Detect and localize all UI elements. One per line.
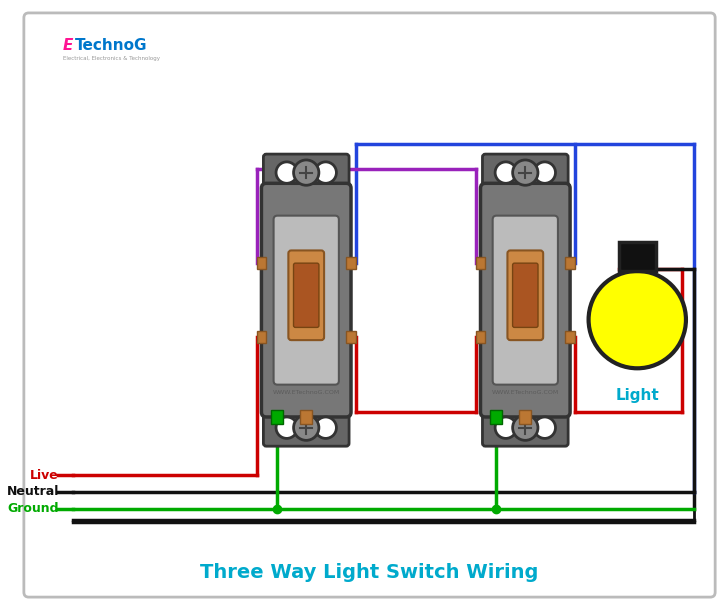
Circle shape: [513, 160, 538, 185]
FancyBboxPatch shape: [476, 331, 485, 343]
FancyBboxPatch shape: [24, 13, 715, 597]
Text: Three Way Light Switch Wiring: Three Way Light Switch Wiring: [200, 563, 539, 582]
FancyBboxPatch shape: [565, 257, 575, 269]
FancyBboxPatch shape: [263, 409, 349, 446]
FancyBboxPatch shape: [293, 263, 319, 327]
FancyBboxPatch shape: [271, 410, 283, 424]
FancyBboxPatch shape: [262, 183, 351, 417]
FancyBboxPatch shape: [565, 331, 575, 343]
FancyBboxPatch shape: [346, 257, 356, 269]
FancyBboxPatch shape: [492, 216, 558, 385]
Text: E: E: [63, 37, 74, 53]
FancyBboxPatch shape: [273, 216, 339, 385]
FancyBboxPatch shape: [257, 331, 266, 343]
FancyBboxPatch shape: [257, 257, 266, 269]
FancyBboxPatch shape: [508, 251, 543, 340]
Circle shape: [315, 417, 337, 439]
Text: Electrical, Electronics & Technology: Electrical, Electronics & Technology: [63, 56, 160, 61]
Circle shape: [293, 160, 319, 185]
FancyBboxPatch shape: [476, 257, 485, 269]
Text: Neutral: Neutral: [6, 486, 59, 499]
FancyBboxPatch shape: [346, 331, 356, 343]
FancyBboxPatch shape: [288, 251, 324, 340]
Text: Light: Light: [616, 388, 659, 403]
Circle shape: [276, 417, 298, 439]
Circle shape: [495, 417, 516, 439]
Circle shape: [588, 271, 686, 368]
Circle shape: [534, 162, 555, 183]
Circle shape: [513, 415, 538, 441]
FancyBboxPatch shape: [480, 183, 570, 417]
FancyBboxPatch shape: [482, 154, 568, 191]
FancyBboxPatch shape: [490, 410, 502, 424]
Text: Live: Live: [30, 469, 59, 482]
FancyBboxPatch shape: [263, 154, 349, 191]
Circle shape: [293, 415, 319, 441]
FancyBboxPatch shape: [619, 242, 656, 271]
Text: TechnoG: TechnoG: [74, 37, 147, 53]
Text: WWW.ETechnoG.COM: WWW.ETechnoG.COM: [273, 390, 340, 395]
FancyBboxPatch shape: [482, 409, 568, 446]
Circle shape: [534, 417, 555, 439]
Text: Ground: Ground: [7, 502, 59, 515]
Circle shape: [495, 162, 516, 183]
FancyBboxPatch shape: [301, 410, 312, 424]
FancyBboxPatch shape: [519, 410, 531, 424]
Circle shape: [276, 162, 298, 183]
Circle shape: [315, 162, 337, 183]
Text: WWW.ETechnoG.COM: WWW.ETechnoG.COM: [492, 390, 559, 395]
FancyBboxPatch shape: [513, 263, 538, 327]
